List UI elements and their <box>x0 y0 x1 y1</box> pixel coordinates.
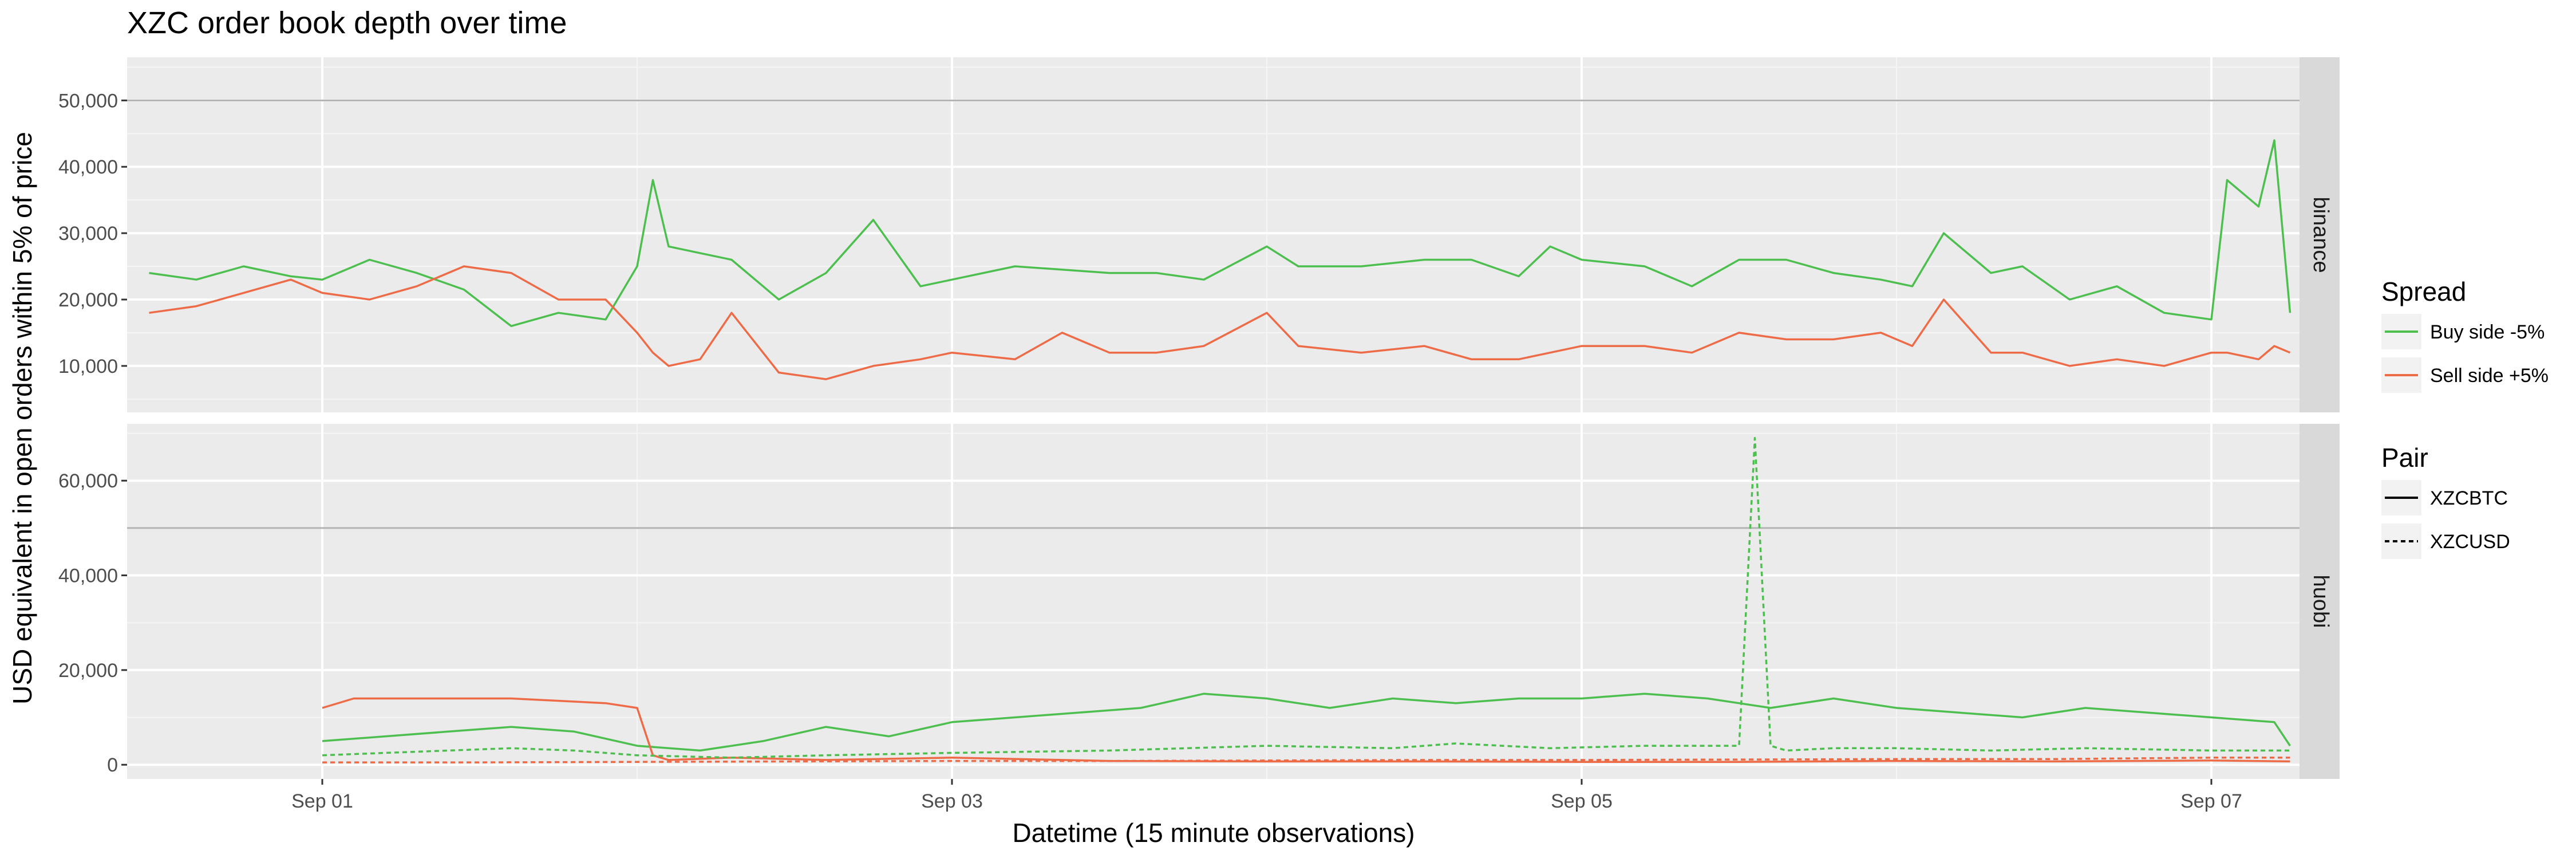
series-line <box>322 697 2290 763</box>
x-tick-label: Sep 03 <box>921 790 983 812</box>
series-line <box>149 265 2291 380</box>
y-ticks-huobi: 0 20,000 40,000 60,000 <box>58 470 127 776</box>
series-line <box>322 437 2290 759</box>
series-group-huobi <box>127 437 2300 763</box>
legend-spread-title: Spread <box>2381 277 2466 306</box>
chart-title: XZC order book depth over time <box>127 6 567 40</box>
y-tick-label: 60,000 <box>58 470 118 492</box>
y-tick-label: 40,000 <box>58 565 118 587</box>
x-tick-label: Sep 01 <box>291 790 353 812</box>
strip-label-huobi: huobi <box>2309 575 2333 628</box>
x-axis-title: Datetime (15 minute observations) <box>1012 818 1415 848</box>
legend-pair-title: Pair <box>2381 443 2428 473</box>
y-ticks-binance: 10,000 20,000 30,000 40,000 50,000 <box>58 90 127 377</box>
legend-spread: Spread Buy side -5% Sell side +5% <box>2381 277 2549 393</box>
y-tick-label: 20,000 <box>58 289 118 311</box>
legend-pair: Pair XZCBTC XZCUSD <box>2381 443 2510 559</box>
series-line <box>322 692 2291 752</box>
series-line <box>322 757 2290 763</box>
panel-huobi-background <box>127 424 2300 779</box>
y-axis-title: USD equivalent in open orders within 5% … <box>7 132 37 704</box>
y-tick-label: 50,000 <box>58 90 118 112</box>
y-tick-label: 0 <box>107 754 118 776</box>
strip-binance <box>2300 57 2340 412</box>
legend-label-buy-side: Buy side -5% <box>2430 321 2545 343</box>
y-tick-label: 10,000 <box>58 356 118 377</box>
x-ticks: Sep 01 Sep 03 Sep 05 Sep 07 <box>291 779 2242 812</box>
y-tick-label: 40,000 <box>58 156 118 178</box>
legend-label-xzcbtc: XZCBTC <box>2430 487 2508 509</box>
y-tick-label: 30,000 <box>58 223 118 245</box>
series-line <box>149 139 2291 328</box>
legend-label-xzcusd: XZCUSD <box>2430 531 2510 553</box>
y-tick-label: 20,000 <box>58 660 118 682</box>
panel-binance-background <box>127 57 2300 412</box>
x-tick-label: Sep 05 <box>1551 790 1613 812</box>
strip-huobi <box>2300 424 2340 779</box>
x-tick-label: Sep 07 <box>2180 790 2242 812</box>
legend-label-sell-side: Sell side +5% <box>2430 365 2549 387</box>
strip-label-binance: binance <box>2309 196 2333 273</box>
series-group-binance <box>127 99 2300 380</box>
